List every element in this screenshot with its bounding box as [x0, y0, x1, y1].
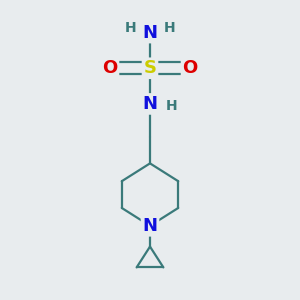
Text: H: H [125, 21, 136, 35]
Text: O: O [102, 59, 118, 77]
Text: S: S [143, 59, 157, 77]
Text: N: N [142, 217, 158, 235]
Text: O: O [182, 59, 198, 77]
Text: H: H [164, 21, 175, 35]
Text: H: H [166, 99, 177, 113]
Text: N: N [142, 95, 158, 113]
Text: N: N [142, 24, 158, 42]
